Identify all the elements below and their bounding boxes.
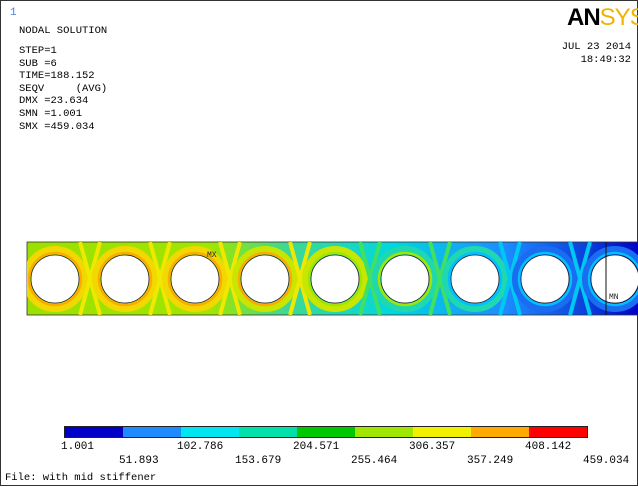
min-marker: MN	[609, 293, 619, 302]
time-label: 18:49:32	[580, 54, 631, 66]
beam-hole	[310, 254, 360, 304]
stress-ring-inner	[377, 251, 433, 307]
legend-swatch	[297, 427, 355, 437]
legend-label: 255.464	[351, 455, 398, 467]
stress-band	[358, 242, 382, 315]
ansys-logo: ANSYS	[567, 4, 638, 31]
legend-swatch	[239, 427, 297, 437]
stress-ring	[27, 246, 88, 312]
stress-band	[78, 242, 102, 315]
stress-band	[148, 242, 172, 315]
date-label: JUL 23 2014	[561, 41, 631, 53]
info-line: STEP=1	[19, 45, 57, 57]
beam-model	[26, 241, 638, 316]
info-line: SMX =459.034	[19, 120, 95, 133]
legend-label: 459.034	[583, 455, 630, 467]
legend-swatch	[123, 427, 181, 437]
stress-ring	[372, 246, 438, 312]
info-line: SEQV (AVG)	[19, 82, 108, 95]
legend-label: 408.142	[525, 441, 572, 453]
solution-info: STEP=1 SUB =6 TIME=188.152 SEQV (AVG) DMX =2…	[19, 45, 107, 133]
stress-ring-inner	[167, 251, 223, 307]
info-line: TIME=188.152	[19, 70, 95, 83]
stress-band	[568, 242, 592, 315]
legend-swatch	[355, 427, 413, 437]
legend-label: 1.001	[61, 441, 95, 453]
stress-band	[498, 242, 522, 315]
info-line: SMN =1.001	[19, 107, 83, 120]
stress-ring-inner	[587, 251, 638, 307]
legend-label: 306.357	[409, 441, 456, 453]
stress-band	[428, 242, 452, 315]
stress-ring	[512, 246, 578, 312]
stress-ring-inner	[307, 251, 363, 307]
beam-hole	[590, 254, 638, 304]
legend-label: 51.893	[119, 455, 159, 467]
beam-hole	[100, 254, 150, 304]
info-line: SUB =6	[19, 57, 57, 70]
legend-swatch	[529, 427, 587, 437]
stress-band	[288, 242, 312, 315]
beam-hole	[450, 254, 500, 304]
stress-ring	[232, 246, 298, 312]
stress-ring	[582, 246, 638, 312]
stress-ring-inner	[27, 251, 83, 307]
beam-hole	[520, 254, 570, 304]
stress-ring	[162, 246, 228, 312]
stress-band	[218, 242, 242, 315]
legend-label: 102.786	[177, 441, 224, 453]
beam-hole	[170, 254, 220, 304]
legend-swatch	[471, 427, 529, 437]
contour-legend-bar	[64, 426, 588, 438]
legend-swatch	[413, 427, 471, 437]
legend-swatch	[65, 427, 123, 437]
stress-ring-inner	[97, 251, 153, 307]
stress-hotspots	[27, 242, 638, 315]
stress-ring	[442, 246, 508, 312]
stress-ring-inner	[447, 251, 503, 307]
stress-ring	[302, 246, 368, 312]
beam-hole	[30, 254, 80, 304]
stress-ring	[92, 246, 158, 312]
max-marker: MX	[207, 251, 217, 260]
legend-label: 357.249	[467, 455, 514, 467]
window-number: 1	[10, 7, 17, 19]
beam-hole	[380, 254, 430, 304]
legend-label: 153.679	[235, 455, 282, 467]
stress-ring-inner	[517, 251, 573, 307]
solution-title: NODAL SOLUTION	[19, 25, 108, 37]
beam-hole	[240, 254, 290, 304]
beam-holes	[30, 254, 638, 304]
info-line: DMX =23.634	[19, 95, 89, 108]
legend-label: 204.571	[293, 441, 340, 453]
file-label: File: with mid stiffener	[5, 472, 157, 484]
stress-ring-inner	[237, 251, 293, 307]
legend-swatch	[181, 427, 239, 437]
